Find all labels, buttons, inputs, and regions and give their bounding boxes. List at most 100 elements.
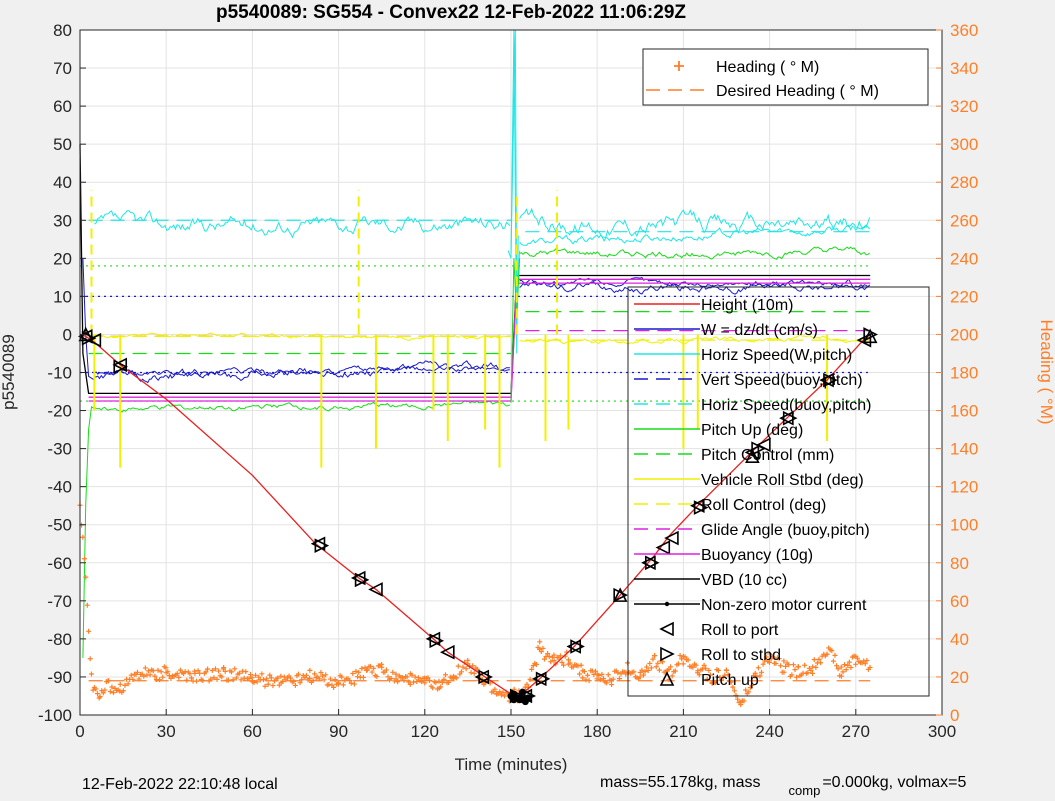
y-tick-label: 60 — [53, 97, 72, 116]
heading-point — [540, 645, 546, 651]
heading-point — [743, 687, 749, 693]
heading-point — [811, 657, 817, 663]
heading-point — [561, 662, 567, 668]
heading-point — [222, 668, 228, 674]
heading-point — [93, 686, 99, 692]
heading-point — [781, 658, 787, 664]
heading-point — [439, 680, 445, 686]
heading-point — [666, 666, 672, 672]
heading-point — [106, 678, 112, 684]
heading-point — [470, 663, 476, 669]
heading-point — [597, 677, 603, 683]
heading-point — [275, 675, 281, 681]
heading-point — [307, 667, 313, 673]
heading-point — [594, 676, 600, 682]
heading-point — [644, 664, 650, 670]
heading-point — [157, 677, 163, 683]
heading-point — [728, 679, 734, 685]
heading-point — [174, 671, 180, 677]
heading-point — [248, 672, 254, 678]
heading-point — [109, 684, 115, 690]
heading-point — [781, 669, 787, 675]
heading-point — [262, 683, 268, 689]
series-horiz-speed-w-pitch — [519, 222, 870, 246]
x-tick-label: 120 — [411, 722, 439, 741]
heading-point — [767, 651, 773, 657]
heading-point — [755, 665, 761, 671]
heading-point — [695, 668, 701, 674]
heading-point — [134, 669, 140, 675]
heading-point — [197, 670, 203, 676]
heading-point — [216, 668, 222, 674]
x-tick-label: 0 — [75, 722, 84, 741]
heading-point — [136, 676, 142, 682]
heading-point — [83, 574, 89, 580]
heading-point — [348, 680, 354, 686]
heading-point — [653, 664, 659, 670]
heading-point — [818, 660, 824, 666]
y2-tick-label: 200 — [950, 325, 978, 344]
heading-point — [680, 661, 686, 667]
heading-point — [415, 675, 421, 681]
legend-label-horiz-speed-buoy-pitch: Horiz Speed(buoy,pitch) — [701, 397, 871, 414]
heading-point — [715, 667, 721, 673]
heading-point — [340, 682, 346, 688]
heading-point — [816, 656, 822, 662]
legend-label-buoyancy-10g: Buoyancy (10g) — [701, 547, 813, 564]
heading-point — [760, 661, 766, 667]
y-tick-label: 70 — [53, 59, 72, 78]
marker-roll-to-port — [641, 555, 656, 571]
heading-point — [802, 662, 808, 668]
heading-point — [867, 664, 873, 670]
heading-point — [369, 669, 375, 675]
heading-point — [766, 659, 772, 665]
heading-point — [795, 664, 801, 670]
heading-point — [792, 667, 798, 673]
marker-roll-to-port — [819, 372, 834, 388]
heading-point — [320, 673, 326, 679]
x-tick-label: 90 — [329, 722, 348, 741]
heading-point — [703, 665, 709, 671]
heading-point — [187, 671, 193, 677]
legend-label-w-dz-dt-cm-s: W = dz/dt (cm/s) — [701, 322, 818, 339]
heading-point — [463, 666, 469, 672]
heading-point — [474, 666, 480, 672]
heading-point — [527, 676, 533, 682]
heading-point — [835, 666, 841, 672]
legend-main-box — [627, 286, 930, 697]
heading-point — [209, 667, 215, 673]
heading-point — [583, 677, 589, 683]
y2-axis-label: Heading ( °M) — [1037, 319, 1055, 424]
heading-point — [332, 677, 338, 683]
heading-point — [685, 657, 691, 663]
heading-point — [97, 694, 103, 700]
heading-point — [152, 673, 158, 679]
legend-label-pitch-up: Pitch up — [701, 672, 759, 689]
heading-point — [425, 675, 431, 681]
legend-label-non-zero-motor-current: Non-zero motor current — [701, 597, 867, 614]
y2-tick-label: 120 — [950, 478, 978, 497]
x-tick-label: 30 — [157, 722, 176, 741]
marker-roll-to-stbd — [429, 633, 445, 649]
chart-title: p5540089: SG554 - Convex22 12-Feb-2022 1… — [216, 2, 686, 23]
heading-point — [537, 639, 543, 645]
y2-tick-label: 300 — [950, 135, 978, 154]
marker-roll-to-stbd — [823, 372, 838, 388]
y2-tick-label: 360 — [950, 21, 978, 40]
x-tick-label: 300 — [928, 722, 956, 741]
y2-tick-label: 0 — [950, 706, 959, 725]
series-vbd-10-cc — [79, 144, 871, 395]
y2-tick-label: 100 — [950, 516, 978, 535]
legend-main: Height (10m) W = dz/dt (cm/s) Horiz Speed(… — [627, 286, 930, 697]
x-tick-label: 150 — [497, 722, 525, 741]
heading-point — [783, 663, 789, 669]
heading-point — [150, 668, 156, 674]
marker-roll-to-stbd — [314, 538, 330, 553]
heading-point — [307, 675, 313, 681]
heading-point — [120, 688, 126, 694]
y-tick-label: 50 — [53, 135, 72, 154]
heading-point — [442, 672, 448, 678]
heading-point — [331, 684, 337, 690]
heading-point — [455, 663, 461, 669]
heading-point — [188, 675, 194, 681]
